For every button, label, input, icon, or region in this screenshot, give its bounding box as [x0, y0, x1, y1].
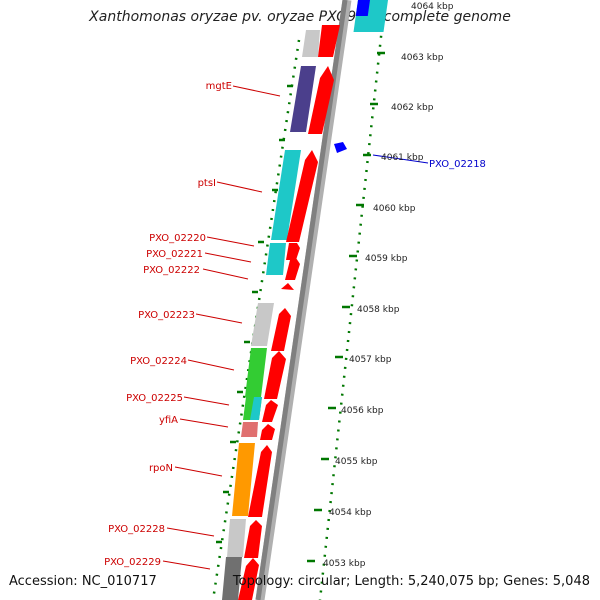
leader-lines — [162, 85, 281, 570]
gene-band-mgtE — [290, 66, 316, 132]
accession-text: Accession: NC_010717 — [9, 574, 157, 589]
outer-ticks — [307, 51, 385, 563]
strand-arrows — [238, 25, 340, 600]
scale-label: 4063 kbp — [401, 53, 444, 63]
arrow-top — [318, 25, 340, 57]
gene-band-PXO_02223 — [251, 303, 274, 346]
gene-label-PXO_02225[interactable]: PXO_02225 — [126, 393, 183, 404]
highlight-leader — [372, 154, 429, 164]
arrow-PXO_02221 — [285, 255, 300, 280]
blue-feature-top — [355, 0, 370, 16]
scale-label: 4062 kbp — [391, 103, 434, 113]
scale-label: 4057 kbp — [349, 355, 392, 365]
gene-label-PXO_02222[interactable]: PXO_02222 — [143, 265, 200, 276]
scale-label: 4058 kbp — [357, 305, 400, 315]
map-title: Xanthomonas oryzae pv. oryzae PXO99A, co… — [89, 9, 511, 25]
highlight-feature — [334, 142, 347, 153]
gene-label-ptsI[interactable]: ptsI — [198, 178, 216, 189]
scale-label: 4064 kbp — [411, 2, 454, 12]
arrow-PXO_02228 — [244, 520, 262, 558]
scale-label: 4054 kbp — [329, 508, 372, 518]
arrow-ptsI — [286, 150, 318, 242]
gene-band-PXO_02220 — [266, 243, 286, 275]
gene-label-PXO_02221[interactable]: PXO_02221 — [146, 249, 203, 260]
arrow-PXO_02222 — [281, 283, 294, 290]
outer-scale-ring — [318, 0, 387, 600]
gene-label-PXO_02228[interactable]: PXO_02228 — [108, 524, 165, 535]
gene-label-PXO_02229[interactable]: PXO_02229 — [104, 557, 161, 568]
gene-band-PXO_02224 — [245, 348, 267, 397]
gene-band-top — [302, 30, 320, 57]
gene-band-yfiA — [241, 422, 258, 437]
gene-band-PXO_02229 — [222, 557, 242, 600]
backbone — [255, 0, 348, 600]
arrow-PXO_02224 — [264, 351, 286, 399]
scale-label: 4055 kbp — [335, 457, 378, 467]
gene-band-PXO_02225b — [250, 397, 262, 420]
scale-label: 4056 kbp — [341, 406, 384, 416]
gene-label-PXO_02220[interactable]: PXO_02220 — [149, 233, 206, 244]
arrow-yfiA — [260, 424, 275, 440]
gene-label-PXO_02224[interactable]: PXO_02224 — [130, 356, 187, 367]
gene-label-PXO_02223[interactable]: PXO_02223 — [138, 310, 195, 321]
gene-bands — [222, 30, 320, 600]
arrow-rpoN — [248, 445, 272, 517]
scale-label: 4061 kbp — [381, 153, 424, 163]
gene-band-PXO_02228 — [227, 519, 246, 557]
arrow-PXO_02225 — [262, 400, 278, 422]
inner-ticks — [216, 84, 293, 544]
gene-label-mgtE[interactable]: mgtE — [206, 81, 232, 92]
arrow-PXO_02223 — [271, 308, 291, 351]
gene-band-rpoN — [232, 443, 255, 516]
scale-label: 4060 kbp — [373, 204, 416, 214]
gene-band-ptsI — [271, 150, 301, 240]
gene-label-rpoN[interactable]: rpoN — [149, 463, 173, 474]
arrow-PXO_02229 — [238, 558, 259, 600]
scale-label: 4059 kbp — [365, 254, 408, 264]
arrow-mgtE — [308, 66, 334, 134]
topology-text: Topology: circular; Length: 5,240,075 bp… — [232, 574, 590, 589]
scale-label: 4053 kbp — [323, 559, 366, 569]
arrow-PXO_02220 — [286, 243, 300, 260]
gene-label-yfiA[interactable]: yfiA — [159, 415, 178, 426]
highlight-label[interactable]: PXO_02218 — [429, 159, 486, 170]
